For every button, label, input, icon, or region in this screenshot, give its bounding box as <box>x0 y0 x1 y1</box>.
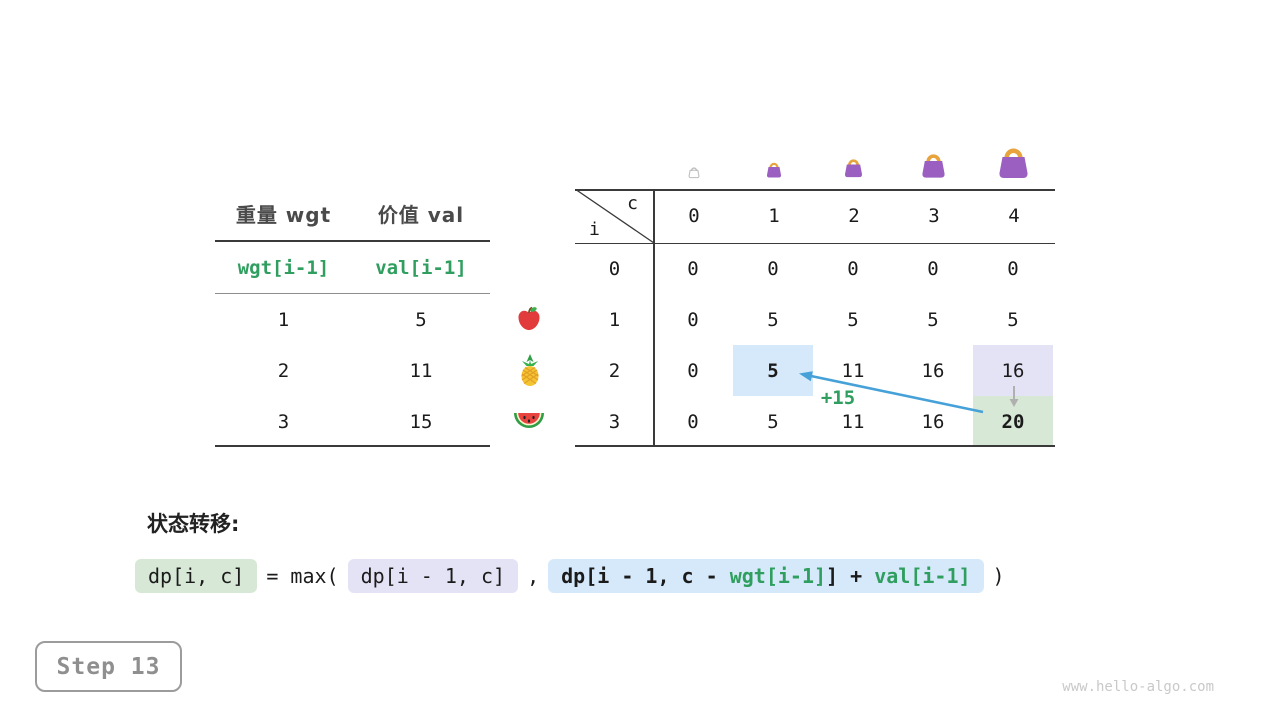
dp-col-header-1: 1 <box>768 205 780 227</box>
dp-table-rule-bottom <box>575 445 1055 447</box>
state-transition-formula: dp[i, c] = max( dp[i - 1, c] , dp[i - 1,… <box>135 559 1005 593</box>
dp-table-rule-top <box>575 189 1055 191</box>
dp-cell: 5 <box>767 410 779 433</box>
dp-cell: 11 <box>841 410 865 433</box>
dp-corner-row-var: i <box>589 219 600 240</box>
formula-option-keep: dp[i - 1, c] <box>347 559 519 593</box>
bag-capacity-4-icon <box>992 143 1035 181</box>
items-table-rule-bottom <box>215 445 490 447</box>
items-table-rule-top <box>215 240 490 242</box>
watermelon-icon <box>513 410 545 431</box>
dp-row-label-3: 3 <box>608 410 621 433</box>
item-1-weight: 1 <box>277 308 290 331</box>
dp-corner-cell: c i <box>575 189 654 243</box>
item-2-weight: 2 <box>277 359 290 382</box>
item-3-value: 15 <box>409 410 433 433</box>
formula-close-paren: ) <box>992 564 1005 588</box>
dp-cell: 0 <box>687 308 699 331</box>
items-col-header-weight: 重量 wgt <box>235 202 332 227</box>
item-1-value: 5 <box>415 308 427 331</box>
items-col-header-value: 价值 val <box>377 202 465 227</box>
formula-take-wgt: wgt[i-1] <box>729 564 827 588</box>
formula-take-part2: ] + <box>826 564 875 588</box>
dp-table-rule-vertical <box>653 189 655 447</box>
dp-col-header-4: 4 <box>1008 205 1020 227</box>
dp-corner-col-var: c <box>627 193 638 214</box>
bag-capacity-3-icon <box>917 150 950 180</box>
dp-cell-source: 5 <box>733 345 813 396</box>
dp-cell: 5 <box>767 308 779 331</box>
dp-cell: 5 <box>847 308 859 331</box>
dp-cell: 0 <box>847 257 859 280</box>
dp-row-label-0: 0 <box>608 257 621 280</box>
dp-cell: 0 <box>687 410 699 433</box>
formula-equals-max: = max( <box>266 564 339 588</box>
state-transition-label: 状态转移: <box>147 512 240 536</box>
dp-cell-above: 16 <box>973 345 1053 396</box>
dp-row-label-1: 1 <box>608 308 621 331</box>
items-table-rule-mid <box>215 293 490 294</box>
bag-capacity-1-icon <box>764 160 784 179</box>
step-badge: Step 13 <box>35 641 182 692</box>
dp-cell: 16 <box>921 359 945 382</box>
dp-cell: 0 <box>687 257 699 280</box>
items-formula-val: val[i-1] <box>375 256 467 279</box>
formula-take-val: val[i-1] <box>874 564 971 588</box>
bag-capacity-0-icon <box>687 165 701 179</box>
item-2-value: 11 <box>409 359 433 382</box>
watermark: www.hello-algo.com <box>1062 679 1214 695</box>
dp-cell: 16 <box>921 410 945 433</box>
dp-cell: 0 <box>927 257 939 280</box>
formula-take-part1: dp[i - 1, c - <box>561 564 730 588</box>
formula-comma: , <box>527 564 540 588</box>
dp-col-header-0: 0 <box>688 205 700 227</box>
dp-col-header-2: 2 <box>848 205 860 227</box>
corner-diagonal-line <box>575 189 654 243</box>
formula-option-take: dp[i - 1, c - wgt[i-1]] + val[i-1] <box>548 559 984 593</box>
item-3-weight: 3 <box>277 410 290 433</box>
added-value-annotation: +15 <box>820 387 856 409</box>
items-formula-wgt: wgt[i-1] <box>237 256 330 279</box>
dp-cell: 0 <box>767 257 779 280</box>
dp-row-label-2: 2 <box>608 359 621 382</box>
dp-cell: 0 <box>1007 257 1019 280</box>
dp-cell: 0 <box>687 359 699 382</box>
dp-cell-current: 20 <box>973 396 1053 447</box>
formula-lhs: dp[i, c] <box>135 559 258 593</box>
dp-col-header-3: 3 <box>928 205 940 227</box>
pineapple-icon <box>517 354 543 387</box>
dp-table-rule-header <box>575 242 1055 244</box>
dp-cell: 5 <box>927 308 939 331</box>
dp-cell: 5 <box>1007 308 1019 331</box>
apple-icon <box>515 305 543 333</box>
bag-capacity-2-icon <box>841 156 866 179</box>
